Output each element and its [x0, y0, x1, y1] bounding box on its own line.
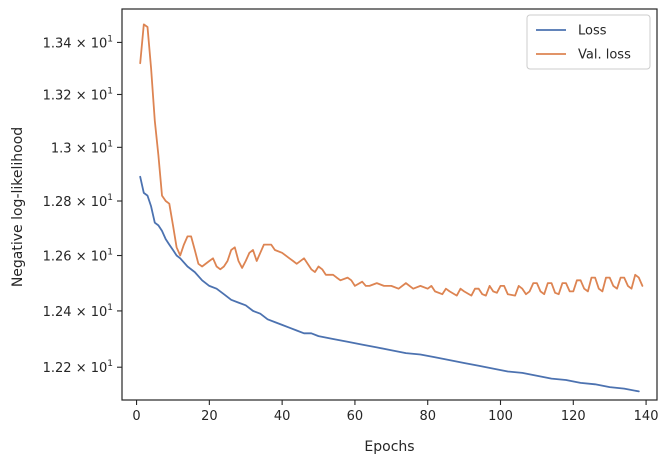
y-tick-multiplier: × 10 — [72, 36, 108, 51]
legend-label-loss: Loss — [578, 24, 607, 39]
x-tick-label: 120 — [561, 409, 586, 424]
y-tick-label: 1.32 × 101 — [43, 86, 113, 103]
y-tick-label: 1.24 × 101 — [43, 303, 113, 320]
loss-series-line — [139, 175, 640, 393]
x-tick-label: 0 — [132, 409, 140, 424]
y-tick-multiplier: × 10 — [72, 141, 108, 156]
x-tick-label: 40 — [274, 409, 291, 424]
y-tick-mantissa: 1.22 — [43, 361, 72, 376]
y-tick-exponent: 1 — [107, 34, 113, 44]
plot-frame — [121, 8, 658, 401]
y-tick-multiplier: × 10 — [72, 361, 108, 376]
y-tick-mantissa: 1.24 — [43, 305, 72, 320]
legend: Loss Val. loss — [526, 14, 651, 70]
y-tick-exponent: 1 — [107, 139, 113, 149]
legend-label-val-loss: Val. loss — [578, 48, 631, 63]
x-tick-label: 60 — [347, 409, 364, 424]
x-tick-label: 20 — [201, 409, 218, 424]
x-tick-label: 100 — [488, 409, 513, 424]
x-axis-label: Epochs — [364, 439, 414, 455]
series-layer — [139, 23, 644, 393]
y-tick-label: 1.28 × 101 — [43, 193, 113, 210]
y-axis-label: Negative log-likelihood — [10, 127, 26, 287]
y-tick-exponent: 1 — [107, 303, 113, 313]
y-tick-mantissa: 1.28 — [43, 195, 72, 210]
y-tick-multiplier: × 10 — [72, 88, 108, 103]
y-tick-multiplier: × 10 — [72, 250, 108, 265]
y-tick-multiplier: × 10 — [72, 305, 108, 320]
y-tick-label: 1.22 × 101 — [43, 359, 113, 376]
y-tick-mantissa: 1.32 — [43, 88, 72, 103]
y-tick-mantissa: 1.3 — [51, 141, 72, 156]
y-tick-exponent: 1 — [107, 359, 113, 369]
val-loss-series-line — [139, 23, 644, 297]
y-tick-multiplier: × 10 — [72, 195, 108, 210]
y-tick-label: 1.34 × 101 — [43, 34, 113, 51]
y-tick-exponent: 1 — [107, 86, 113, 96]
legend-frame — [526, 14, 651, 70]
x-tick-label: 80 — [419, 409, 436, 424]
y-tick-mantissa: 1.34 — [43, 36, 72, 51]
y-tick-label: 1.26 × 101 — [43, 248, 113, 265]
y-tick-exponent: 1 — [107, 248, 113, 258]
y-tick-mantissa: 1.26 — [43, 250, 72, 265]
y-tick-label: 1.3 × 101 — [51, 139, 113, 156]
y-tick-exponent: 1 — [107, 193, 113, 203]
x-tick-label: 140 — [634, 409, 659, 424]
